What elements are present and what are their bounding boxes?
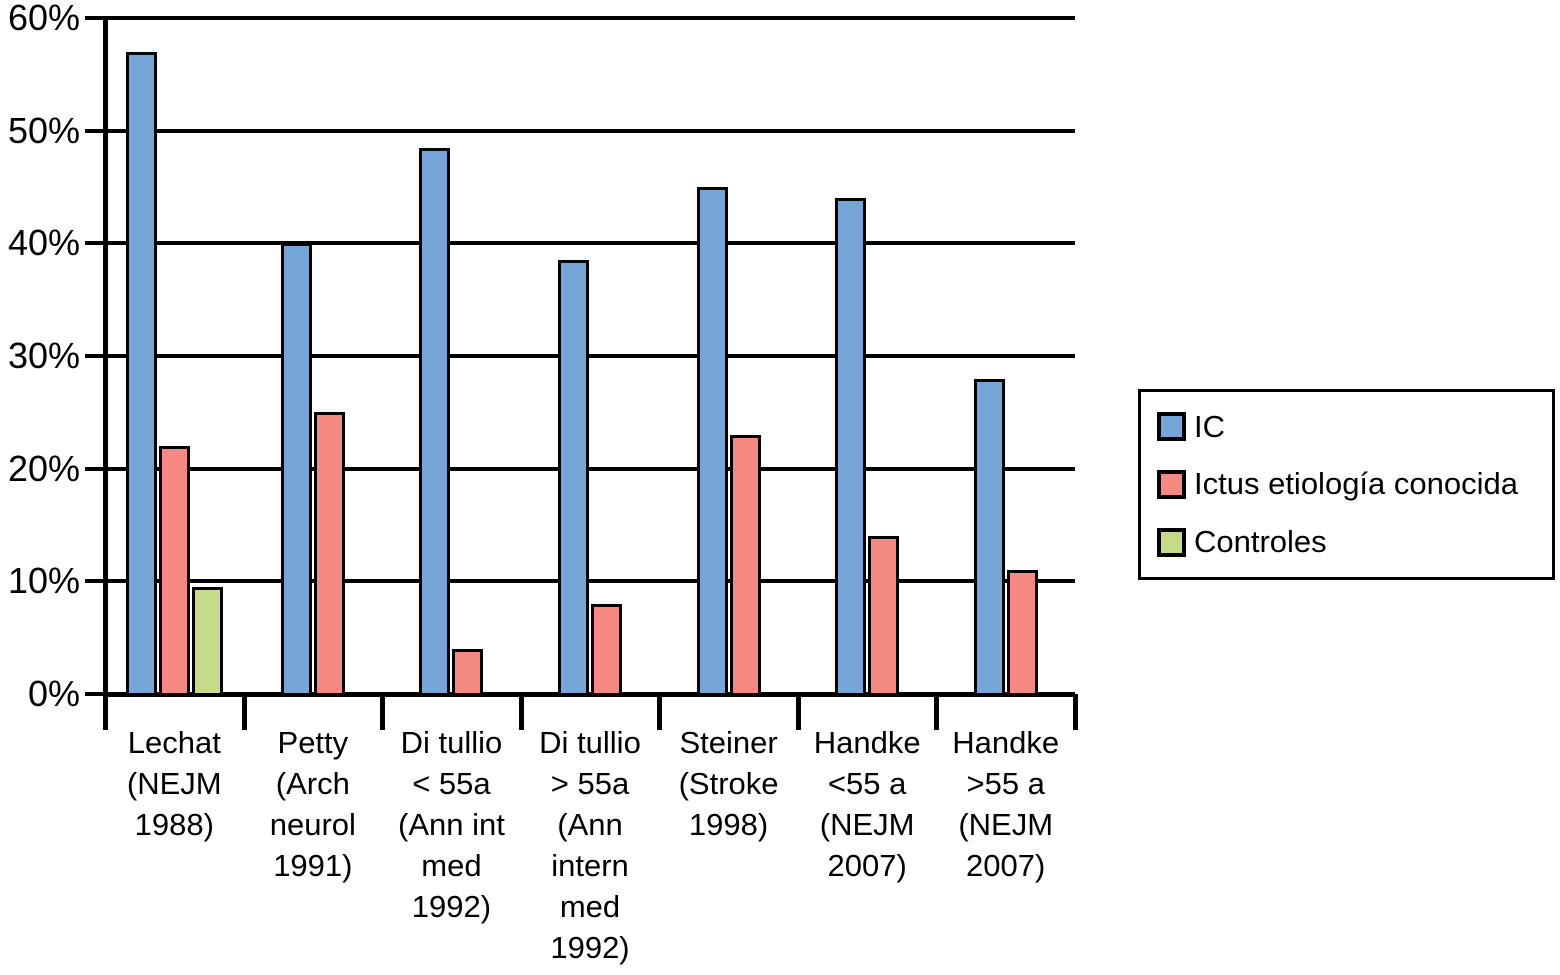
gridline <box>105 128 1075 133</box>
x-axis-label-line: (Arch <box>275 766 350 801</box>
x-axis-label-1: Petty (Arch neurol 1991) <box>238 722 388 886</box>
x-axis-label-line: (Ann int <box>398 807 505 842</box>
bar-ictus-etiologia-conocida-2 <box>452 648 484 696</box>
bar-ictus-etiologia-conocida-6 <box>1006 570 1038 696</box>
gridline <box>105 16 1075 20</box>
y-axis-label: 50% <box>7 109 80 151</box>
x-axis-label-0: Lechat (NEJM 1988) <box>99 722 249 845</box>
x-axis-label-line: med <box>421 848 482 883</box>
x-axis-label-line: (NEJM <box>819 807 915 842</box>
y-axis-tick <box>85 692 105 696</box>
x-axis-label-line: med <box>559 889 621 924</box>
x-axis-label-line: Steiner <box>679 725 778 760</box>
bar-ictus-etiologia-conocida-0 <box>158 446 190 696</box>
x-axis-label-line: (Stroke <box>678 766 779 801</box>
y-axis-label: 30% <box>7 335 80 376</box>
y-axis-label: 40% <box>7 222 80 264</box>
x-axis-tick <box>1073 694 1078 730</box>
x-axis-label-line: 1992) <box>411 889 492 924</box>
x-axis-label-line: >55 a <box>966 766 1045 801</box>
x-axis-label-line: < 55a <box>412 766 491 801</box>
y-axis-tick <box>85 16 105 20</box>
bar-ictus-etiologia-conocida-4 <box>729 434 761 696</box>
y-axis-tick <box>85 128 105 133</box>
legend-item-ictus-etiologia-conocida: Ictus etiología conocida <box>1157 466 1546 502</box>
x-axis-tick <box>103 694 108 730</box>
bar-ic-1 <box>280 243 312 696</box>
x-axis-tick <box>380 694 386 730</box>
bar-ictus-etiologia-conocida-1 <box>313 412 345 696</box>
bar-ic-6 <box>973 378 1005 696</box>
x-axis-label-5: Handke <55 a (NEJM 2007) <box>792 722 942 886</box>
bar-ic-4 <box>696 187 728 696</box>
x-axis-label-line: Petty <box>277 725 349 760</box>
bar-ic-3 <box>558 260 589 696</box>
legend-item-controles: Controles <box>1157 524 1546 560</box>
legend: IC Ictus etiología conocida Controles <box>1138 389 1555 580</box>
x-axis-tick <box>934 694 940 730</box>
bar-ic-2 <box>419 147 451 696</box>
x-axis-label-line: 2007) <box>966 848 1046 883</box>
legend-label-ic: IC <box>1194 408 1225 444</box>
y-axis-label: 20% <box>7 447 80 489</box>
gridline <box>105 466 1075 471</box>
x-axis-label-2: Di tullio < 55a (Ann int med 1992) <box>376 722 526 927</box>
x-axis-label-line: Lechat <box>127 725 221 760</box>
y-axis-tick <box>85 466 105 471</box>
x-axis-label-line: (Ann <box>557 807 623 842</box>
gridline <box>105 241 1075 246</box>
y-axis-tick <box>85 241 105 246</box>
y-axis-tick <box>85 579 105 584</box>
x-axis-label-line: > 55a <box>550 766 630 801</box>
bar-ictus-etiologia-conocida-3 <box>591 603 622 696</box>
x-axis-label-line: 1988) <box>134 807 214 842</box>
x-axis-label-line: 1998) <box>688 807 769 842</box>
bar-ic-0 <box>125 51 157 696</box>
x-axis-label-line: Di tullio <box>400 725 503 760</box>
x-axis-label-3: Di tullio > 55a (Ann intern med 1992) <box>515 722 665 968</box>
x-axis-label-6: Handke >55 a (NEJM 2007) <box>931 722 1081 886</box>
x-axis-label-4: Steiner (Stroke 1998) <box>654 722 804 845</box>
x-axis-label-line: intern <box>551 848 629 883</box>
y-axis-tick <box>85 354 105 358</box>
legend-swatch-ictus-etiologia-conocida <box>1157 469 1186 499</box>
bar-ic-5 <box>835 198 867 696</box>
x-axis-tick <box>657 694 663 730</box>
y-axis-label: 60% <box>7 0 80 38</box>
x-axis-label-line: Di tullio <box>539 725 641 760</box>
x-axis-label-line: 2007) <box>827 848 907 883</box>
x-axis-line <box>103 692 1075 697</box>
x-axis-label-line: 1991) <box>273 848 353 883</box>
y-axis-label: 10% <box>7 560 80 602</box>
gridline <box>105 354 1075 358</box>
legend-label-ictus-etiologia-conocida: Ictus etiología conocida <box>1194 466 1518 502</box>
legend-swatch-controles <box>1157 527 1186 557</box>
y-axis-line <box>103 18 108 730</box>
bar-ictus-etiologia-conocida-5 <box>868 536 900 696</box>
x-axis-label-line: Handke <box>813 725 921 760</box>
legend-swatch-ic <box>1157 412 1186 442</box>
gridline <box>105 579 1075 584</box>
y-axis-label: 0% <box>27 673 80 714</box>
x-axis-label-line: neurol <box>269 807 356 842</box>
x-axis-tick <box>241 694 247 730</box>
x-axis-label-line: Handke <box>952 725 1060 760</box>
bar-controles-0 <box>191 586 223 696</box>
x-axis-label-line: <55 a <box>827 766 907 801</box>
x-axis-tick <box>795 694 801 730</box>
legend-item-ic: IC <box>1157 409 1546 445</box>
legend-label-controles: Controles <box>1194 524 1327 560</box>
x-axis-label-line: 1992) <box>550 930 630 965</box>
x-axis-label-line: (NEJM <box>126 766 222 801</box>
x-axis-tick <box>518 694 524 730</box>
x-axis-label-line: (NEJM <box>958 807 1054 842</box>
